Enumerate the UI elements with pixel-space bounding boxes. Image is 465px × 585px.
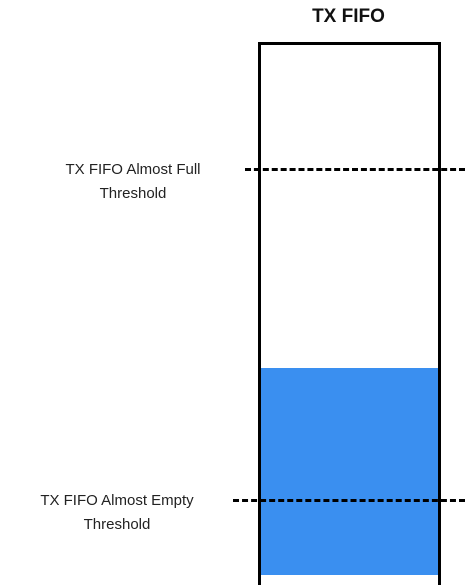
almost-empty-label-line2: Threshold (83, 516, 151, 533)
almost-full-threshold-line (245, 168, 465, 171)
almost-full-label-line2: Threshold (99, 185, 167, 202)
fifo-buffer (258, 42, 441, 585)
fifo-fill-level (261, 368, 438, 575)
almost-full-threshold-label: TX FIFO Almost Full Threshold (28, 158, 238, 206)
almost-full-label-line1: TX FIFO Almost Full (65, 161, 201, 178)
almost-empty-threshold-label: TX FIFO Almost Empty Threshold (4, 489, 230, 537)
almost-empty-label-line1: TX FIFO Almost Empty (40, 492, 194, 509)
fifo-title: TX FIFO (312, 6, 385, 27)
almost-empty-threshold-line (233, 499, 465, 502)
